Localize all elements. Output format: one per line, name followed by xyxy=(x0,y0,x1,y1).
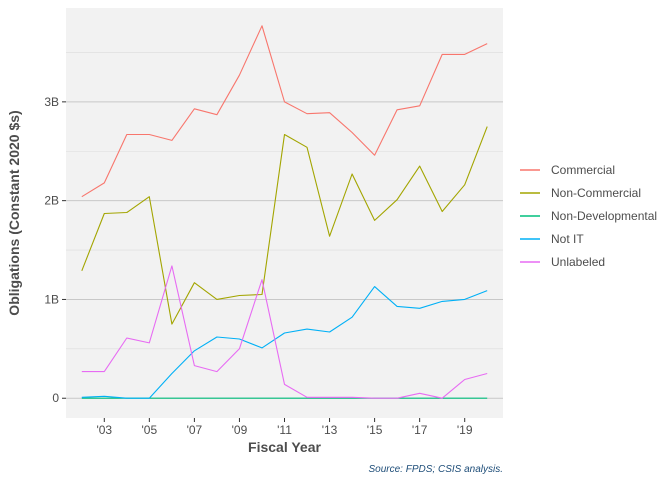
legend-item: Not IT xyxy=(520,232,584,246)
x-tick-label: '17 xyxy=(412,423,428,437)
legend-label: Non-Commercial xyxy=(551,186,641,200)
legend-label: Not IT xyxy=(551,232,584,246)
legend-item: Unlabeled xyxy=(520,255,605,269)
x-axis-title: Fiscal Year xyxy=(248,439,321,455)
legend-label: Unlabeled xyxy=(551,255,605,269)
legend-label: Commercial xyxy=(551,163,615,177)
x-tick-label: '15 xyxy=(367,423,383,437)
x-tick-label: '13 xyxy=(322,423,338,437)
y-tick-label: 2B xyxy=(44,194,59,208)
legend-item: Commercial xyxy=(520,163,615,177)
y-tick-label: 0 xyxy=(52,391,59,405)
plot-panel xyxy=(66,8,503,418)
legend-label: Non-Developmental xyxy=(551,209,657,223)
x-tick-label: '05 xyxy=(142,423,158,437)
y-tick-label: 3B xyxy=(44,95,59,109)
x-tick-label: '07 xyxy=(187,423,203,437)
series-line-unlabeled xyxy=(81,265,488,399)
y-tick-label: 1B xyxy=(44,292,59,306)
x-tick-label: '19 xyxy=(457,423,473,437)
legend: Commercial Non-Commercial Non-Developmenta… xyxy=(520,163,657,269)
minor-gridlines xyxy=(66,52,503,350)
source-caption: Source: FPDS; CSIS analysis. xyxy=(369,464,504,475)
series-lines xyxy=(81,25,488,399)
legend-item: Non-Commercial xyxy=(520,186,641,200)
x-tick-label: '09 xyxy=(232,423,248,437)
series-line-non-commercial xyxy=(81,126,488,325)
series-line-commercial xyxy=(81,25,488,198)
x-tick-label: '03 xyxy=(96,423,112,437)
x-axis: '03 '05 '07 '09 '11 '13 '15 '17 '19 xyxy=(96,418,473,437)
x-tick-label: '11 xyxy=(277,423,292,437)
legend-item: Non-Developmental xyxy=(520,209,657,223)
y-axis: 0 1B 2B 3B xyxy=(44,95,66,405)
series-line-not-it xyxy=(81,286,488,399)
y-axis-title: Obligations (Constant 2020 $s) xyxy=(6,110,22,315)
